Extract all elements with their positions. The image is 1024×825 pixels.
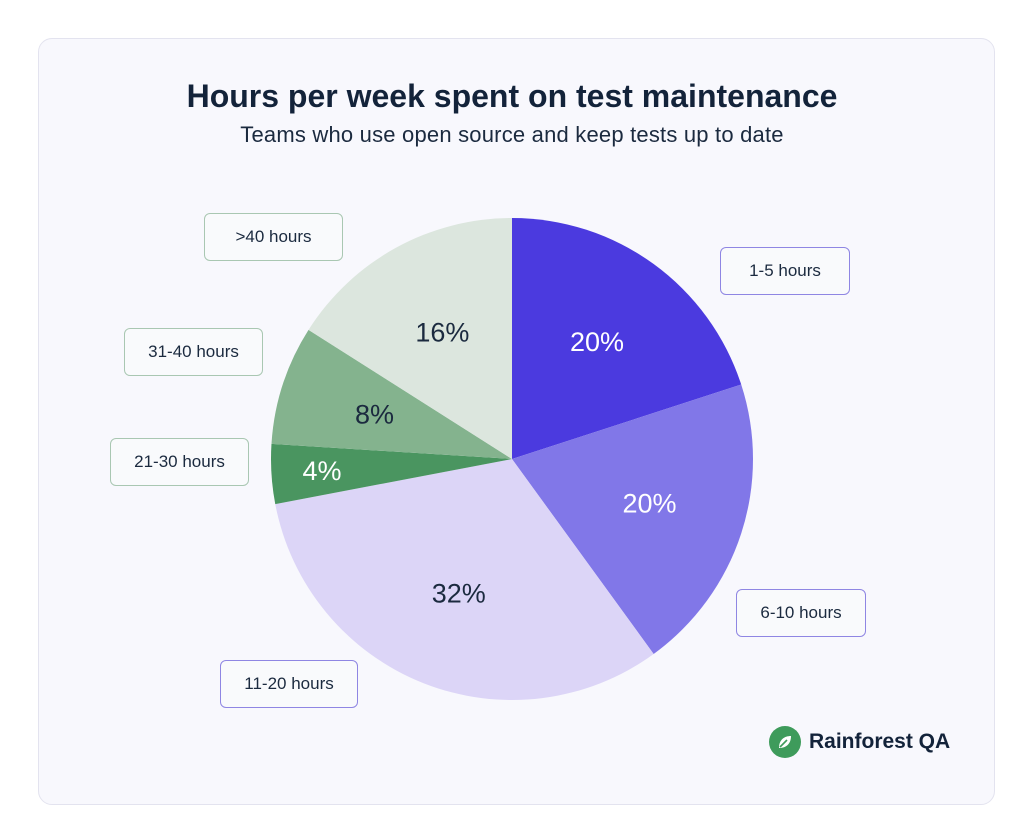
slice-label-over-40-hours: >40 hours xyxy=(204,213,343,261)
pie-slice-5 xyxy=(308,218,512,459)
brand-name: Rainforest QA xyxy=(809,730,951,753)
slice-label-6-10-hours: 6-10 hours xyxy=(736,589,866,637)
slice-percent-label-3: 4% xyxy=(302,456,341,486)
slice-label-1-5-hours: 1-5 hours xyxy=(720,247,850,295)
slice-label-21-30-hours: 21-30 hours xyxy=(110,438,249,486)
pie-slice-1 xyxy=(512,384,753,654)
pie-slice-0 xyxy=(512,218,742,459)
pie-slice-3 xyxy=(270,443,512,505)
slice-label-11-20-hours: 11-20 hours xyxy=(220,660,358,708)
slice-percent-label-1: 20% xyxy=(622,489,676,519)
slice-percent-label-5: 16% xyxy=(415,317,469,347)
chart-title: Hours per week spent on test maintenance xyxy=(186,78,838,114)
slice-percent-label-4: 8% xyxy=(355,399,394,429)
slice-percent-label-2: 32% xyxy=(432,578,486,608)
pie-slice-4 xyxy=(271,329,512,459)
slice-label-31-40-hours: 31-40 hours xyxy=(124,328,263,376)
pie-slice-2 xyxy=(275,459,654,700)
chart-subtitle: Teams who use open source and keep tests… xyxy=(240,122,784,147)
leaf-icon xyxy=(769,726,801,758)
slice-percent-label-0: 20% xyxy=(570,327,624,357)
brand-logo: Rainforest QA xyxy=(769,725,950,759)
